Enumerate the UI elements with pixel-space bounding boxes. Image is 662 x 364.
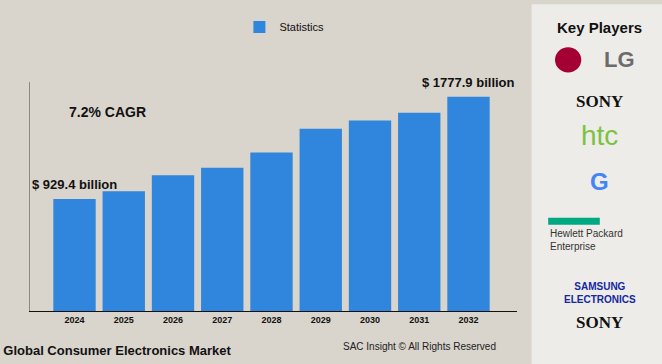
svg-text:Hewlett PackardEnterprise: Hewlett PackardEnterprise [550,228,623,252]
svg-text:SAMSUNGELECTRONICS: SAMSUNGELECTRONICS [564,281,636,305]
svg-text:$ 929.4 billion: $ 929.4 billion [32,177,117,192]
svg-text:SONY: SONY [576,92,623,111]
svg-text:$ 1777.9 billion: $ 1777.9 billion [422,75,515,90]
svg-text:2031: 2031 [409,315,429,325]
svg-text:Statistics: Statistics [279,21,324,33]
svg-text:2027: 2027 [212,315,232,325]
svg-text:2024: 2024 [64,315,84,325]
svg-text:G: G [590,168,609,195]
svg-text:2028: 2028 [261,315,281,325]
svg-text:LG: LG [604,47,635,72]
svg-text:2030: 2030 [360,315,380,325]
svg-text:2025: 2025 [114,315,134,325]
svg-text:2026: 2026 [163,315,183,325]
svg-text:2032: 2032 [458,315,478,325]
svg-text:SONY: SONY [576,313,623,332]
svg-text:htc: htc [581,120,618,151]
svg-text:7.2% CAGR: 7.2% CAGR [69,104,146,120]
svg-text:Global Consumer Electronics Ma: Global Consumer Electronics Market [3,343,231,358]
svg-text:SAC Insight © All Rights Reser: SAC Insight © All Rights Reserved [343,341,496,352]
svg-text:Key Players: Key Players [557,19,642,36]
svg-text:2029: 2029 [311,315,331,325]
